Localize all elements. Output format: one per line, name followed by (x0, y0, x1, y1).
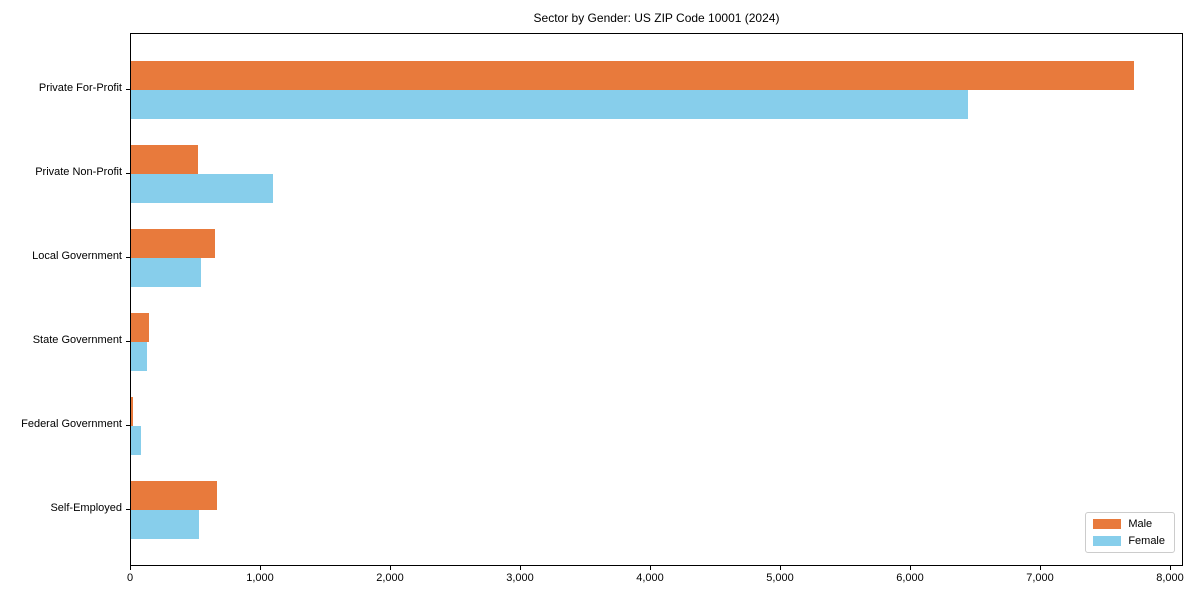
bar-female-4 (131, 426, 141, 455)
category-label-0: Private For-Profit (38, 82, 122, 94)
x-tick-label-3: 3,000 (506, 572, 534, 584)
bar-male-5 (131, 481, 217, 510)
bar-female-1 (131, 174, 273, 203)
bar-male-4 (131, 397, 133, 426)
male-swatch (1093, 519, 1122, 529)
x-tick-label-8: 8,000 (1156, 572, 1184, 584)
x-tick-0 (130, 566, 131, 570)
y-tick-0 (126, 89, 130, 90)
x-tick-label-7: 7,000 (1026, 572, 1054, 584)
bar-male-2 (131, 229, 215, 258)
y-tick-1 (126, 173, 130, 174)
y-tick-5 (126, 509, 130, 510)
legend-item-male: Male (1093, 518, 1165, 530)
bar-female-0 (131, 90, 968, 119)
category-label-2: Local Government (32, 250, 122, 262)
chart-title: Sector by Gender: US ZIP Code 10001 (202… (533, 11, 780, 25)
legend: Male Female (1085, 512, 1175, 553)
bar-male-3 (131, 313, 149, 342)
x-tick-4 (650, 566, 651, 570)
category-label-1: Private Non-Profit (35, 166, 122, 178)
x-tick-5 (780, 566, 781, 570)
female-swatch (1093, 536, 1122, 546)
x-tick-1 (260, 566, 261, 570)
x-tick-label-2: 2,000 (376, 572, 404, 584)
category-label-3: State Government (32, 334, 122, 346)
bar-male-0 (131, 61, 1134, 90)
category-label-5: Self-Employed (50, 502, 122, 514)
x-tick-label-1: 1,000 (246, 572, 274, 584)
bar-male-1 (131, 145, 198, 174)
bar-female-2 (131, 258, 201, 287)
legend-label-female: Female (1128, 535, 1165, 547)
y-tick-2 (126, 257, 130, 258)
legend-item-female: Female (1093, 535, 1165, 547)
x-tick-3 (520, 566, 521, 570)
legend-label-male: Male (1128, 518, 1153, 530)
category-label-4: Federal Government (21, 418, 122, 430)
x-tick-label-5: 5,000 (766, 572, 794, 584)
x-tick-6 (910, 566, 911, 570)
x-tick-label-6: 6,000 (896, 572, 924, 584)
y-tick-3 (126, 341, 130, 342)
x-tick-8 (1170, 566, 1171, 570)
x-tick-7 (1040, 566, 1041, 570)
plot-area: Male Female (130, 33, 1183, 566)
x-tick-2 (390, 566, 391, 570)
bar-female-5 (131, 510, 199, 539)
bar-female-3 (131, 342, 147, 371)
x-tick-label-0: 0 (126, 572, 134, 584)
y-tick-4 (126, 425, 130, 426)
x-tick-label-4: 4,000 (636, 572, 664, 584)
